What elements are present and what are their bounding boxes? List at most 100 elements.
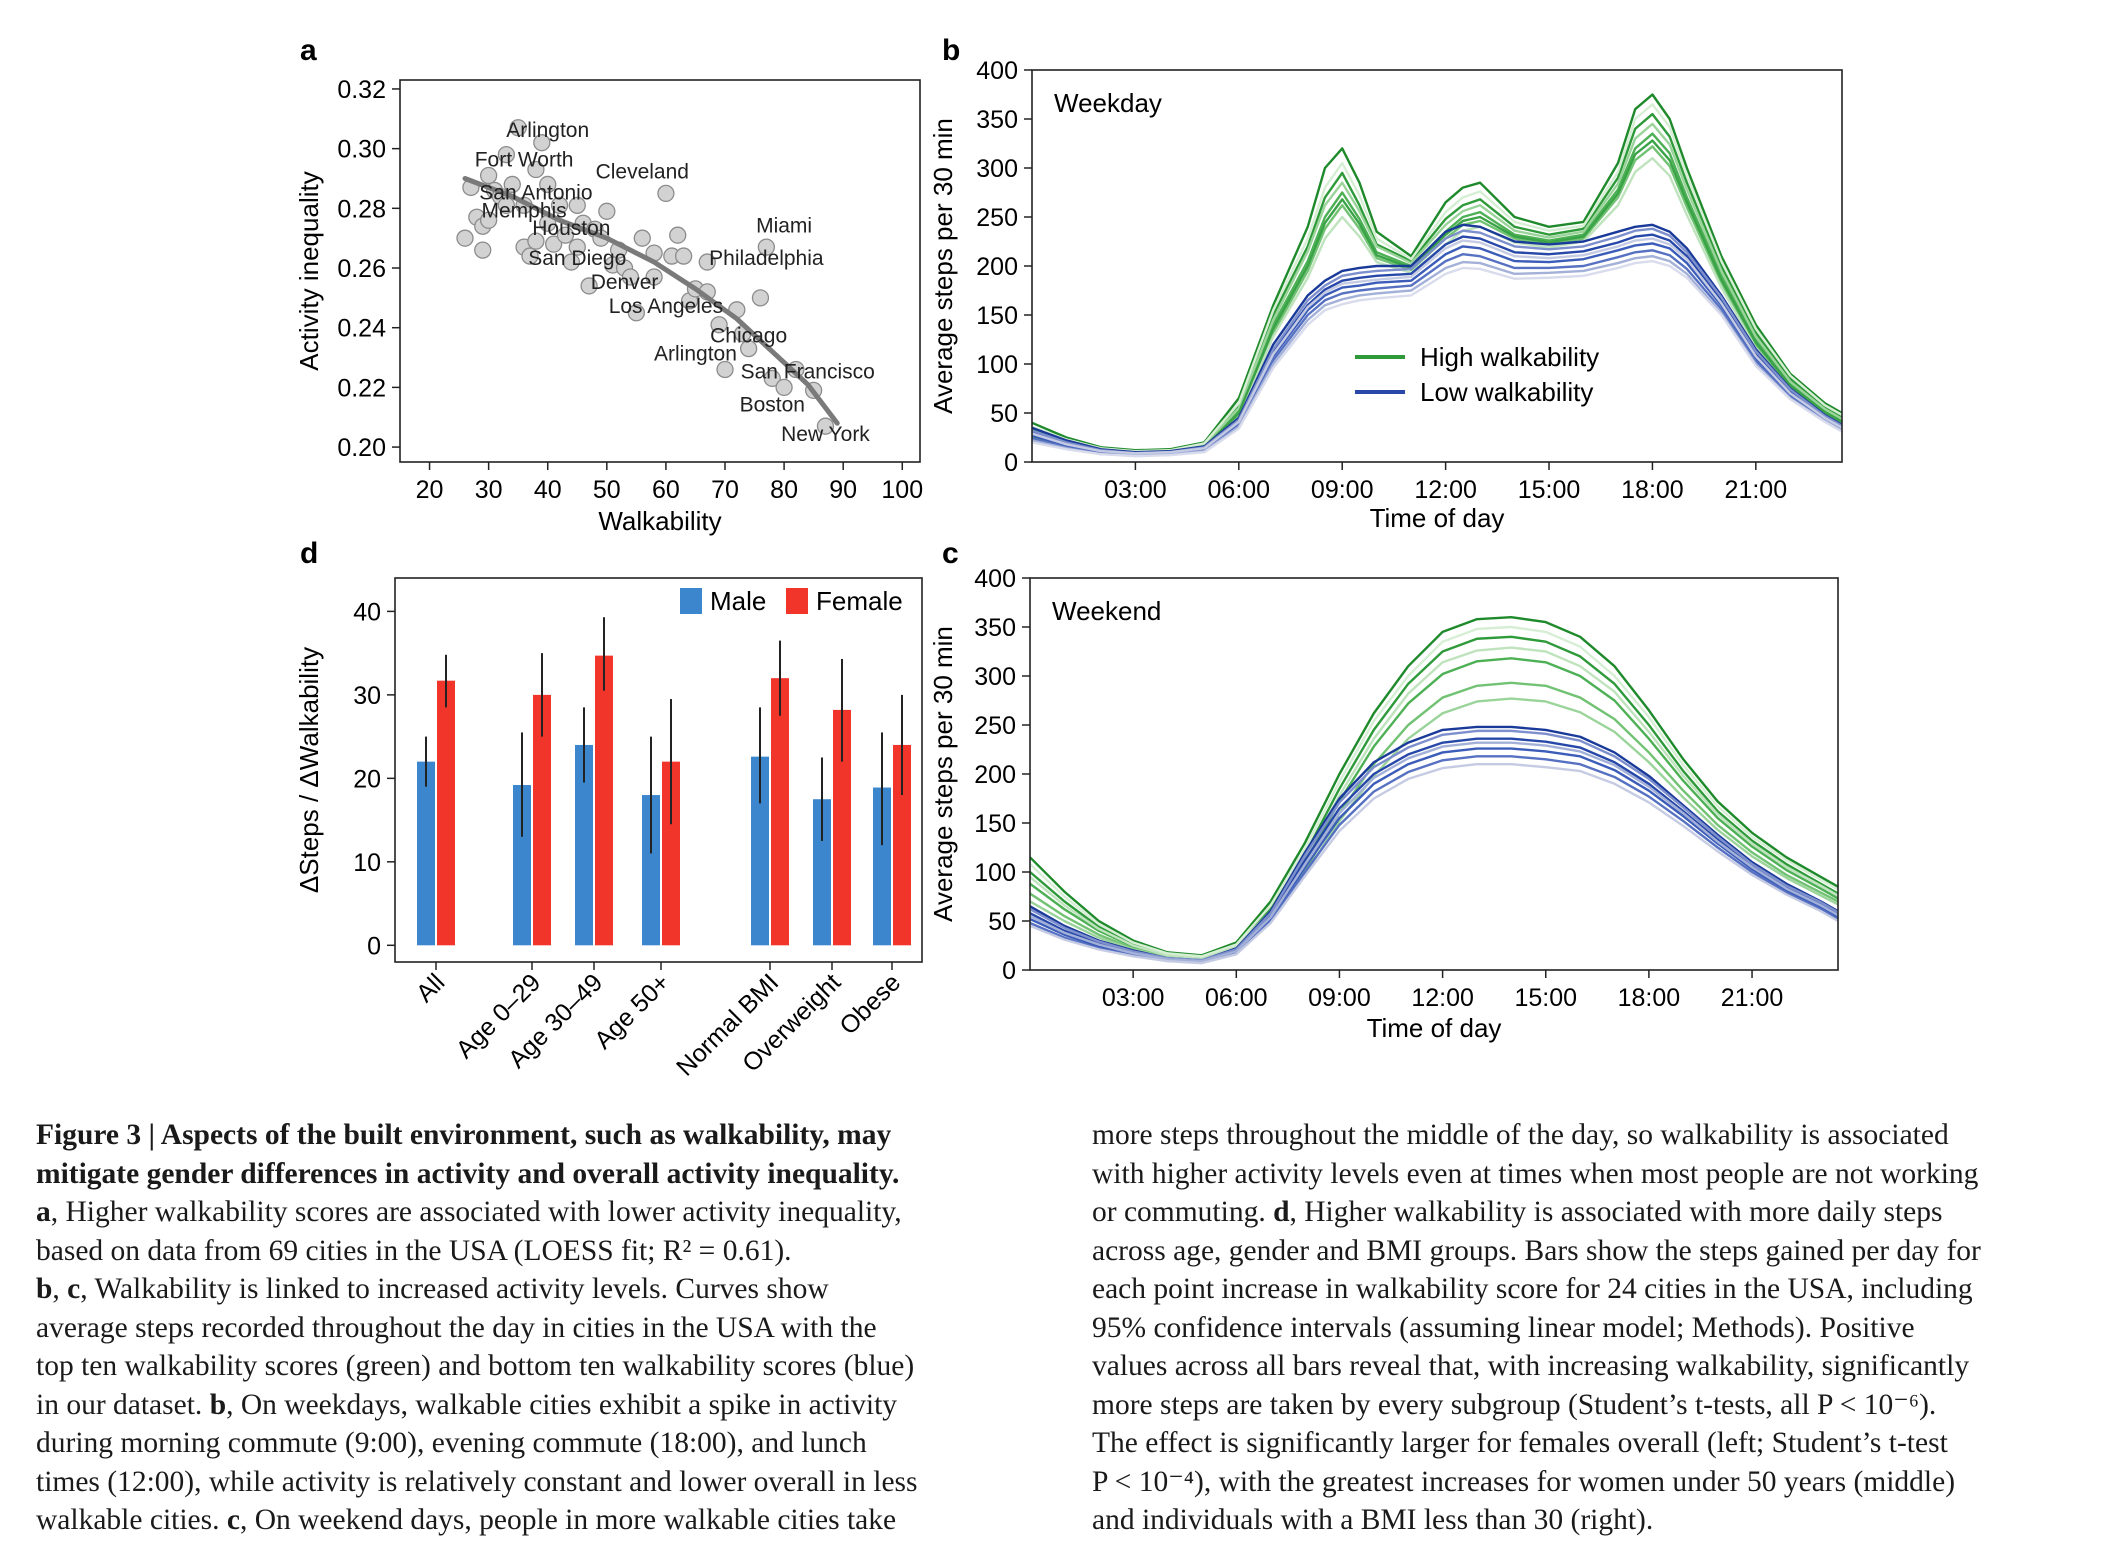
caption-line: P < 10⁻⁴), with the greatest increases f…: [1092, 1463, 2112, 1502]
x-tick-label-c: 06:00: [1205, 984, 1268, 1012]
caption-segment: c: [226, 1504, 240, 1536]
x-tick-label-a: 50: [593, 476, 621, 504]
caption-segment: , Walkability is linked to increased act…: [80, 1273, 829, 1305]
x-tick-label-a: 90: [829, 476, 857, 504]
y-tick-label-b: 200: [976, 253, 1018, 281]
city-point: [556, 226, 575, 244]
panel-letter-c: c: [942, 537, 959, 570]
city-label: Miami: [756, 214, 812, 237]
caption-line: Figure 3 | Aspects of the built environm…: [36, 1116, 1056, 1155]
caption-segment: , Higher walkability is associated with …: [1289, 1196, 1943, 1228]
city-point: [674, 247, 693, 265]
city-label: Fort Worth: [475, 149, 574, 172]
city-point: [497, 145, 516, 164]
bar-male: [751, 756, 769, 946]
city-label: San Francisco: [741, 360, 875, 383]
city-point: [479, 166, 498, 185]
y-tick-label-c: 50: [988, 908, 1016, 936]
series-line-low: [1029, 763, 1839, 965]
y-tick-label-c: 200: [974, 761, 1016, 789]
caption-line: in our dataset. b, On weekdays, walkable…: [36, 1386, 1056, 1425]
city-label: Memphis: [481, 199, 566, 222]
caption-segment: Figure 3 | Aspects of the built environm…: [36, 1119, 892, 1151]
category-label: Obese: [834, 968, 906, 1040]
city-point: [509, 119, 527, 137]
city-point: [497, 196, 516, 214]
city-label: Philadelphia: [709, 247, 824, 270]
caption-line: top ten walkability scores (green) and b…: [36, 1347, 1056, 1386]
caption-segment: or commuting.: [1092, 1196, 1274, 1228]
city-point: [621, 268, 640, 286]
caption-line: mitigate gender differences in activity …: [36, 1155, 1056, 1194]
y-tick-label-c: 350: [974, 614, 1016, 642]
bar-female: [533, 694, 551, 946]
loess-fit-line: [462, 175, 840, 426]
bar-female: [437, 680, 455, 946]
y-tick-label-a: 0.26: [337, 255, 386, 283]
caption-line: more steps throughout the middle of the …: [1092, 1116, 2112, 1155]
city-point: [568, 238, 586, 256]
caption-segment: with higher activity levels even at time…: [1092, 1157, 1979, 1190]
legend-label-low: Low walkability: [1420, 377, 1593, 407]
city-label: Denver: [591, 271, 659, 294]
y-tick-label-a: 0.32: [337, 76, 386, 104]
city-label: Arlington: [506, 119, 589, 142]
caption-line: each point increase in walkability score…: [1092, 1270, 2112, 1309]
caption-segment: and individuals with a BMI less than 30 …: [1092, 1504, 1654, 1536]
x-tick-label-a: 40: [534, 476, 562, 504]
caption-line: a, Higher walkability scores are associa…: [36, 1193, 1056, 1232]
caption-segment: 95% confidence intervals (assuming linea…: [1092, 1311, 1915, 1344]
city-point: [550, 196, 569, 214]
category-label: All: [411, 968, 450, 1007]
caption-segment: ,: [52, 1273, 68, 1305]
city-point: [657, 184, 675, 203]
bar-male: [873, 787, 891, 946]
x-tick-label-b: 03:00: [1104, 476, 1167, 504]
caption-segment: , On weekend days, people in more walkab…: [239, 1504, 897, 1536]
caption-line: more steps are taken by every subgroup (…: [1092, 1386, 2112, 1425]
x-tick-label-c: 15:00: [1514, 984, 1577, 1012]
caption-segment: in our dataset.: [36, 1388, 210, 1421]
x-tick-label-b: 09:00: [1311, 476, 1374, 504]
plot-frame-a: [399, 79, 921, 463]
plot-frame-c: [1029, 577, 1839, 971]
x-tick-label-c: 18:00: [1618, 984, 1681, 1012]
city-point: [544, 235, 563, 253]
y-tick-label-a: 0.28: [337, 195, 386, 223]
bar-male: [813, 799, 831, 946]
legend-label-high: High walkability: [1420, 342, 1599, 372]
caption-segment: average steps recorded throughout the da…: [36, 1311, 877, 1344]
x-tick-label-c: 03:00: [1102, 984, 1165, 1012]
y-axis-label-d: ΔSteps / ΔWalkability: [294, 647, 324, 893]
caption-line: and individuals with a BMI less than 30 …: [1092, 1501, 2112, 1540]
y-tick-label-c: 400: [974, 565, 1016, 593]
city-point: [757, 238, 776, 256]
legend-swatch-male: [680, 588, 702, 614]
caption-segment: a: [36, 1196, 51, 1228]
city-label: Cleveland: [596, 161, 689, 184]
caption-line: values across all bars reveal that, with…: [1092, 1347, 2112, 1386]
x-tick-label-b: 21:00: [1725, 476, 1788, 504]
y-axis-label-b: Average steps per 30 min: [928, 118, 958, 414]
caption-line: or commuting. d, Higher walkability is a…: [1092, 1193, 2112, 1232]
bar-male: [575, 744, 593, 946]
city-point: [503, 175, 521, 194]
caption-segment: based on data from 69 cities in the USA …: [36, 1234, 792, 1267]
city-point: [479, 211, 498, 229]
city-point: [716, 360, 734, 379]
caption-line: during morning commute (9:00), evening c…: [36, 1424, 1056, 1463]
x-tick-label-c: 09:00: [1308, 984, 1371, 1012]
city-point: [698, 253, 716, 271]
y-tick-label-a: 0.20: [337, 434, 386, 462]
x-tick-label-c: 21:00: [1721, 984, 1784, 1012]
city-label: Houston: [532, 217, 610, 240]
y-tick-label-c: 100: [974, 859, 1016, 887]
figure-svg: a20 30 40 50 60 70 80 90 1000.200.220.240.260.28…: [294, 34, 1843, 1082]
series-line-high: [1029, 635, 1839, 959]
y-tick-label-a: 0.24: [337, 315, 386, 343]
y-tick-label-b: 150: [976, 302, 1018, 330]
panel-title-c: Weekend: [1052, 596, 1161, 626]
x-tick-label-a: 60: [652, 476, 680, 504]
x-tick-label-a: 70: [711, 476, 739, 504]
